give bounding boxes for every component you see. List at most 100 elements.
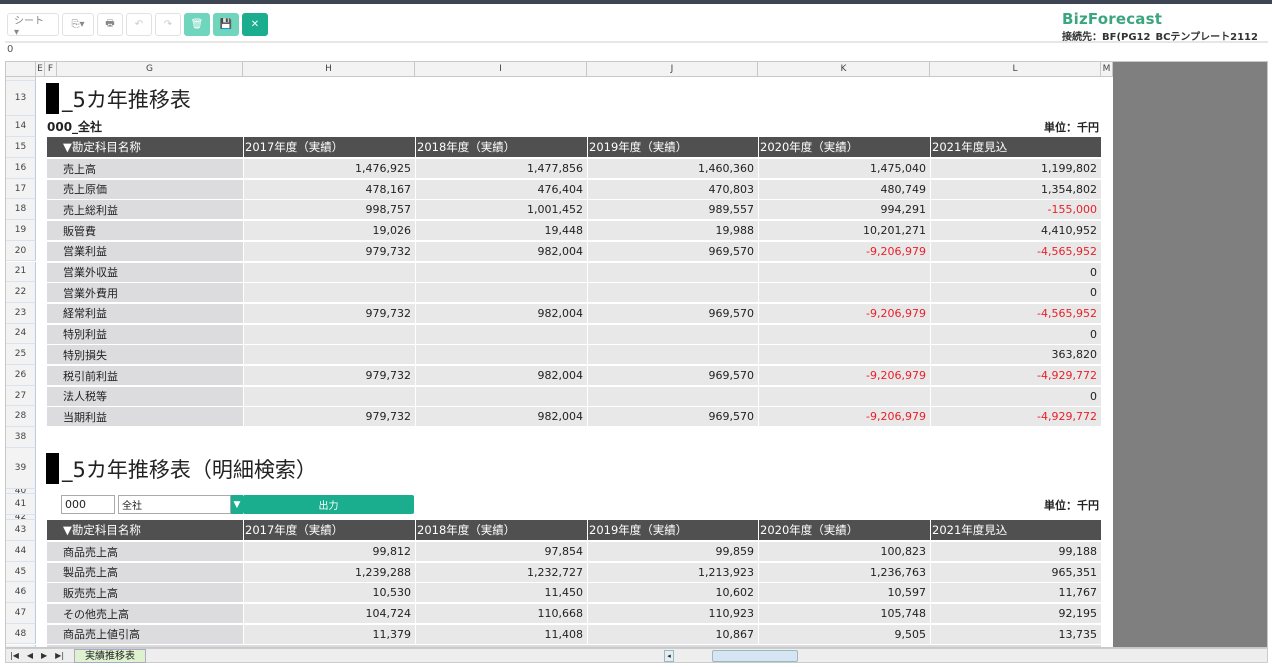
value-cell[interactable] <box>587 262 758 282</box>
prev-sheet-icon[interactable]: ◀ <box>26 651 34 660</box>
row-header[interactable]: 25 <box>6 344 36 365</box>
value-cell[interactable]: 11,767 <box>930 583 1101 603</box>
row-header[interactable]: 13 <box>6 81 36 116</box>
value-cell[interactable]: 99,859 <box>587 542 758 561</box>
row-header[interactable]: 40 <box>6 489 36 494</box>
value-cell[interactable]: -4,565,952 <box>930 303 1101 323</box>
column-header[interactable]: E <box>36 62 45 76</box>
scrollbar-thumb[interactable] <box>712 650 798 662</box>
value-cell[interactable]: 19,988 <box>587 221 758 241</box>
delete-button[interactable]: 🗑 <box>184 13 210 36</box>
value-cell[interactable]: 979,732 <box>243 303 415 323</box>
value-cell[interactable]: -4,565,952 <box>930 241 1101 261</box>
value-cell[interactable]: 1,475,040 <box>758 159 930 178</box>
value-cell[interactable]: 982,004 <box>415 407 587 427</box>
column-header[interactable]: F <box>45 62 57 76</box>
value-cell[interactable]: 19,026 <box>243 221 415 241</box>
row-header[interactable]: 46 <box>6 582 36 604</box>
value-cell[interactable] <box>415 262 587 282</box>
redo-button[interactable]: ↷ <box>155 13 181 36</box>
value-cell[interactable]: 982,004 <box>415 303 587 323</box>
value-cell[interactable] <box>415 283 587 303</box>
row-header[interactable]: 23 <box>6 302 36 324</box>
column-header[interactable]: H <box>243 62 415 76</box>
value-cell[interactable]: 11,450 <box>415 583 587 603</box>
save-button[interactable]: 💾 <box>213 13 239 36</box>
value-cell[interactable] <box>415 345 587 365</box>
value-cell[interactable]: 104,724 <box>243 604 415 624</box>
export-button[interactable]: ⎘▾ <box>62 13 94 36</box>
column-header[interactable]: I <box>415 62 587 76</box>
value-cell[interactable]: 969,570 <box>587 407 758 427</box>
row-header[interactable]: 42 <box>6 515 36 520</box>
value-cell[interactable]: 989,557 <box>587 200 758 220</box>
value-cell[interactable]: 478,167 <box>243 179 415 199</box>
print-button[interactable]: 🖶 <box>97 13 123 36</box>
row-header[interactable]: 44 <box>6 541 36 562</box>
value-cell[interactable]: 0 <box>930 283 1101 303</box>
value-cell[interactable]: 10,530 <box>243 583 415 603</box>
value-cell[interactable]: 1,460,360 <box>587 159 758 178</box>
output-button[interactable]: 出力 <box>243 495 414 514</box>
value-cell[interactable] <box>587 345 758 365</box>
value-cell[interactable] <box>243 262 415 282</box>
value-cell[interactable]: 476,404 <box>415 179 587 199</box>
value-cell[interactable] <box>758 262 930 282</box>
value-cell[interactable]: 4,410,952 <box>930 221 1101 241</box>
row-header[interactable]: 19 <box>6 220 36 241</box>
row-header[interactable]: 41 <box>6 494 36 515</box>
value-cell[interactable]: 969,570 <box>587 241 758 261</box>
value-cell[interactable]: 979,732 <box>243 407 415 427</box>
value-cell[interactable]: 994,291 <box>758 200 930 220</box>
code-input[interactable]: 000 <box>61 495 115 514</box>
value-cell[interactable]: 0 <box>930 324 1101 344</box>
value-cell[interactable]: 97,854 <box>415 542 587 561</box>
value-cell[interactable]: 363,820 <box>930 345 1101 365</box>
row-header[interactable]: 22 <box>6 282 36 303</box>
row-header[interactable]: 20 <box>6 240 36 262</box>
value-cell[interactable]: 0 <box>930 262 1101 282</box>
row-header[interactable]: 18 <box>6 199 36 221</box>
value-cell[interactable]: 110,923 <box>587 604 758 624</box>
column-header[interactable]: G <box>57 62 243 76</box>
row-header[interactable]: 39 <box>6 448 36 489</box>
row-header[interactable]: 15 <box>6 137 36 158</box>
row-header[interactable]: 17 <box>6 178 36 200</box>
row-header[interactable]: 28 <box>6 406 36 428</box>
value-cell[interactable]: 11,408 <box>415 624 587 644</box>
value-cell[interactable]: 105,748 <box>758 604 930 624</box>
row-header[interactable]: 16 <box>6 158 36 179</box>
value-cell[interactable]: 470,803 <box>587 179 758 199</box>
value-cell[interactable] <box>243 324 415 344</box>
row-header[interactable]: 24 <box>6 323 36 345</box>
row-header[interactable]: 21 <box>6 261 36 283</box>
value-cell[interactable]: 1,239,288 <box>243 562 415 582</box>
value-cell[interactable] <box>758 324 930 344</box>
value-cell[interactable]: -9,206,979 <box>758 241 930 261</box>
column-header[interactable]: J <box>587 62 758 76</box>
close-button[interactable]: ✕ <box>242 13 268 36</box>
row-header[interactable]: 38 <box>6 427 36 448</box>
value-cell[interactable]: 99,812 <box>243 542 415 561</box>
value-cell[interactable]: 480,749 <box>758 179 930 199</box>
value-cell[interactable] <box>587 386 758 406</box>
row-header[interactable]: 43 <box>6 520 36 541</box>
value-cell[interactable]: -4,929,772 <box>930 407 1101 427</box>
value-cell[interactable]: 982,004 <box>415 366 587 385</box>
value-cell[interactable]: 10,867 <box>587 624 758 644</box>
value-cell[interactable]: 13,735 <box>930 624 1101 644</box>
value-cell[interactable]: 10,597 <box>758 583 930 603</box>
value-cell[interactable]: 10,201,271 <box>758 221 930 241</box>
value-cell[interactable]: 1,354,802 <box>930 179 1101 199</box>
value-cell[interactable]: 1,001,452 <box>415 200 587 220</box>
company-select[interactable]: 全社 <box>118 495 231 514</box>
value-cell[interactable] <box>587 324 758 344</box>
formula-bar[interactable]: 0 <box>7 44 14 55</box>
undo-button[interactable]: ↶ <box>126 13 152 36</box>
value-cell[interactable]: 110,668 <box>415 604 587 624</box>
value-cell[interactable]: 99,188 <box>930 542 1101 561</box>
value-cell[interactable]: 0 <box>930 386 1101 406</box>
value-cell[interactable]: -9,206,979 <box>758 303 930 323</box>
value-cell[interactable]: 969,570 <box>587 303 758 323</box>
